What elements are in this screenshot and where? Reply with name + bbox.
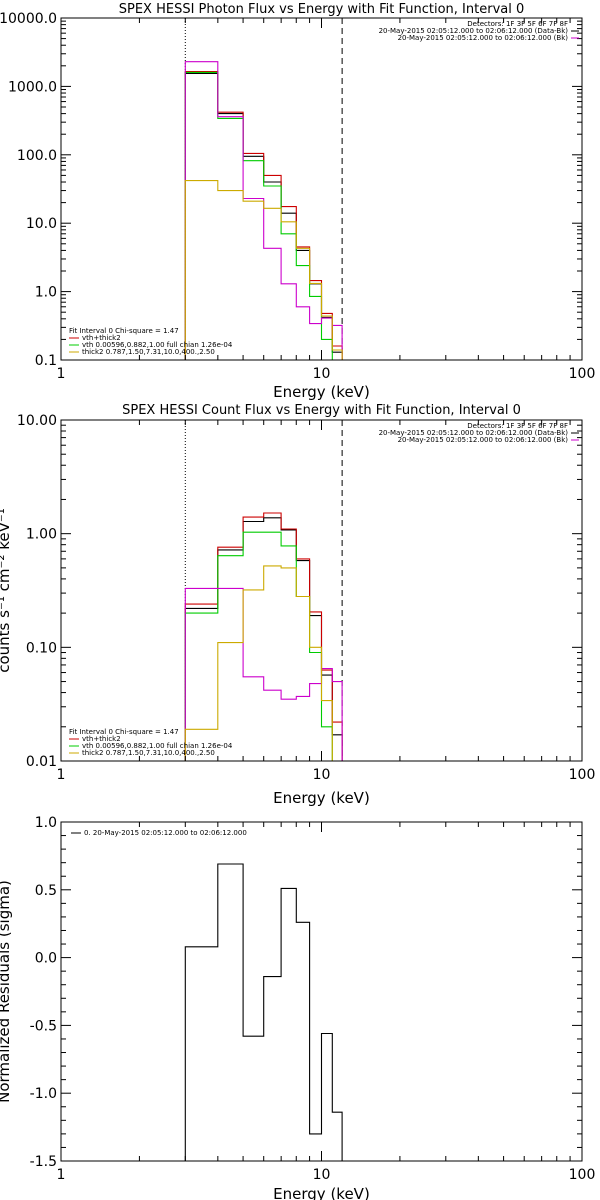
chart-title: SPEX HESSI Count Flux vs Energy with Fit… <box>122 403 521 418</box>
series-group <box>184 512 343 761</box>
x-tick-label: 1 <box>57 366 66 382</box>
x-tick-label: 10 <box>313 767 331 783</box>
legend-top-right-item: Detectors: 1F 3F 5F 6F 7F 8F <box>467 422 568 430</box>
y-tick-label: 10.0 <box>26 216 57 232</box>
legend-item: vth+thick2 <box>82 735 121 743</box>
y-tick-label: 1.00 <box>26 527 57 543</box>
legend-fit-info: Fit Interval 0 Chi-square = 1.47 <box>69 327 179 335</box>
series-line-2 <box>184 71 333 360</box>
y-tick-label: -0.5 <box>30 1018 57 1034</box>
series-line-2 <box>184 531 333 761</box>
legend-item: thick2 0.787,1.50,7.31,10.0,400.,2.50 <box>82 348 215 356</box>
series-line-3 <box>184 587 343 761</box>
x-axis-label: Energy (keV) <box>273 1185 370 1200</box>
x-tick-label: 100 <box>569 767 596 783</box>
series-line-3 <box>184 61 343 360</box>
series-line-0 <box>184 72 343 360</box>
x-tick-label: 1 <box>57 1167 66 1183</box>
y-tick-label: 1.0 <box>35 285 57 301</box>
x-axis-label: Energy (keV) <box>273 789 370 807</box>
y-tick-label: -1.0 <box>30 1086 57 1102</box>
y-axis-label: Normalized Residuals (sigma) <box>0 880 13 1103</box>
y-tick-label: 10.00 <box>17 413 57 429</box>
y-axis-label: counts s⁻¹ cm⁻² keV⁻¹ <box>0 508 13 673</box>
y-tick-label: 0.1 <box>35 353 57 369</box>
x-tick-label: 10 <box>313 366 331 382</box>
legend-item: vth 0.00596,0.882,1.00 full chian 1.26e-… <box>82 742 233 750</box>
legend-item: vth 0.00596,0.882,1.00 full chian 1.26e-… <box>82 341 233 349</box>
x-tick-label: 1 <box>57 767 66 783</box>
y-tick-label: 100.0 <box>17 148 57 164</box>
legend-top-right-item: 20-May-2015 02:05:12.000 to 02:06:12.000… <box>379 27 569 35</box>
y-tick-label: 1000.0 <box>8 79 57 95</box>
legend-item: 0. 20-May-2015 02:05:12.000 to 02:06:12.… <box>84 829 247 837</box>
y-tick-label: 1.0 <box>35 815 57 831</box>
residuals-panel: 1 10 100 -1.5 -1.0 -0.5 0.0 0.5 1.0 Energy (keV) N… <box>0 815 595 1200</box>
photon-flux-panel: SPEX HESSI Photon Flux vs Energy with Fi… <box>0 2 595 401</box>
y-tick-label: 0.5 <box>35 883 57 899</box>
x-tick-label: 100 <box>569 1167 596 1183</box>
legend-top-right-item: Detectors: 1F 3F 5F 6F 7F 8F <box>467 20 568 28</box>
legend-top-right-item: 20-May-2015 02:05:12.000 to 02:06:12.000… <box>398 34 569 42</box>
series-group <box>184 61 343 360</box>
series-line-1 <box>184 512 343 761</box>
y-tick-label: 0.01 <box>26 754 57 770</box>
legend-fit-info: Fit Interval 0 Chi-square = 1.47 <box>69 728 179 736</box>
x-axis-label: Energy (keV) <box>273 383 370 401</box>
legend-top-right-item: 20-May-2015 02:05:12.000 to 02:06:12.000… <box>379 429 569 437</box>
chart-title: SPEX HESSI Photon Flux vs Energy with Fi… <box>119 2 525 17</box>
series-group <box>184 863 343 1161</box>
legend-item: thick2 0.787,1.50,7.31,10.0,400.,2.50 <box>82 749 215 757</box>
series-line-0 <box>184 863 343 1161</box>
y-tick-label: 0.10 <box>26 640 57 656</box>
legend-top-right-item: 20-May-2015 02:05:12.000 to 02:06:12.000… <box>398 436 569 444</box>
series-line-1 <box>184 70 343 360</box>
count-flux-panel: SPEX HESSI Count Flux vs Energy with Fit… <box>0 403 595 807</box>
legend-item: vth+thick2 <box>82 334 121 342</box>
y-tick-label: -1.5 <box>30 1154 57 1170</box>
series-line-0 <box>184 517 343 761</box>
x-tick-label: 10 <box>313 1167 331 1183</box>
series-line-4 <box>184 565 333 761</box>
y-tick-label: 10000.0 <box>0 11 57 27</box>
x-tick-label: 100 <box>569 366 596 382</box>
y-tick-label: 0.0 <box>35 951 57 967</box>
series-line-4 <box>184 180 343 360</box>
